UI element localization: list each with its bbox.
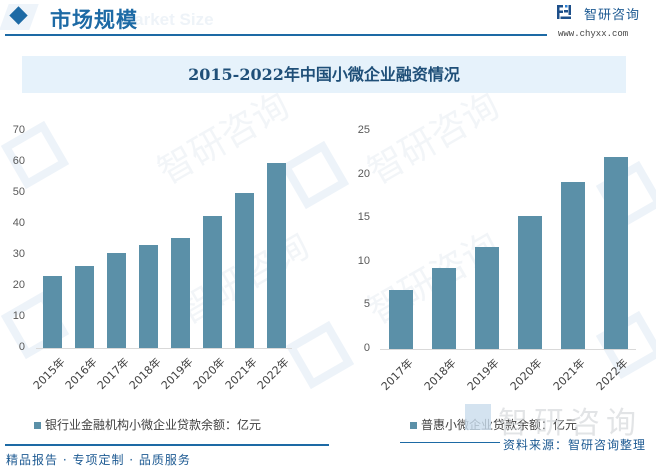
x-axis [380, 349, 636, 350]
brand-logo-icon [557, 5, 571, 19]
footer-tagline: 精品报告 · 专项定制 · 品质服务 [6, 453, 191, 467]
y-tick: 10 [357, 255, 370, 267]
left-legend: 银行业金融机构小微企业贷款余额：亿元 [34, 416, 261, 433]
x-axis [36, 348, 292, 349]
chart-title: 2015-2022年中国小微企业融资情况 [188, 65, 460, 84]
header-divider [5, 34, 547, 36]
y-tick: 5 [363, 298, 370, 310]
bar [235, 192, 254, 348]
bar [171, 237, 190, 348]
y-tick: 70 [12, 124, 25, 136]
bar [203, 215, 222, 348]
bar [139, 244, 158, 348]
bar [604, 157, 628, 349]
watermark-logo-icon [285, 320, 355, 390]
brand-name: 智研咨询 [584, 8, 641, 23]
y-tick: 15 [357, 211, 370, 223]
bar [432, 267, 456, 349]
y-tick: 25 [357, 124, 370, 136]
footer-divider-right [400, 442, 500, 443]
y-tick: 20 [12, 279, 25, 291]
y-tick: 30 [12, 248, 25, 260]
right-legend: 普惠小微企业贷款余额：亿元 [410, 416, 577, 433]
legend-label: 银行业金融机构小微企业贷款余额：亿元 [45, 418, 262, 432]
bar [267, 162, 286, 348]
y-tick: 0 [363, 342, 370, 354]
y-tick: 60 [12, 155, 25, 167]
footer-watermark-text: 智研咨询 [498, 406, 642, 441]
bar [107, 252, 126, 348]
footer-divider [5, 444, 329, 446]
bar [43, 275, 62, 348]
bar [475, 247, 499, 349]
watermark-logo-icon [280, 140, 350, 210]
bar [75, 265, 94, 348]
legend-swatch [34, 422, 41, 429]
y-tick: 20 [357, 168, 370, 180]
brand-url[interactable]: www.chyxx.com [558, 29, 629, 39]
footer-watermark-logo-icon [465, 404, 491, 430]
legend-swatch [410, 422, 417, 429]
y-tick: 0 [18, 341, 25, 353]
y-tick: 40 [12, 217, 25, 229]
bar [561, 181, 585, 349]
y-tick: 10 [12, 310, 25, 322]
section-subtitle: Market Size [120, 10, 214, 29]
y-tick: 50 [12, 186, 25, 198]
title-band [22, 56, 626, 93]
legend-label: 普惠小微企业贷款余额：亿元 [421, 418, 578, 432]
watermark-text: 智研咨询 [361, 85, 507, 193]
bar [389, 290, 413, 349]
section-title: 市场规模 [50, 7, 138, 32]
bar [518, 215, 542, 349]
data-source: 资料来源：智研咨询整理 [503, 438, 647, 452]
